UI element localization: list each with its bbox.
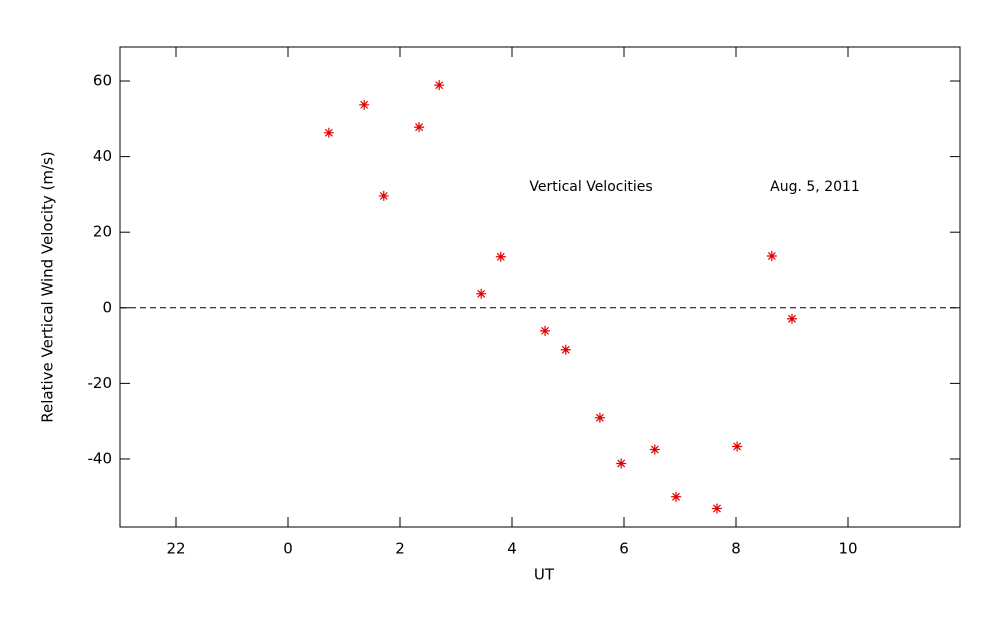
x-tick-label: 10	[838, 540, 857, 558]
y-tick-label: -20	[88, 374, 113, 392]
point	[649, 444, 660, 455]
point	[594, 412, 605, 423]
point	[414, 122, 425, 133]
point	[495, 251, 506, 262]
x-tick-label: 2	[395, 540, 405, 558]
point	[434, 80, 445, 91]
x-tick-label: 8	[731, 540, 741, 558]
point	[323, 127, 334, 138]
point	[732, 441, 743, 452]
y-tick-label: 40	[93, 147, 112, 165]
x-tick-label: 22	[166, 540, 185, 558]
point	[787, 313, 797, 324]
point	[616, 458, 627, 469]
x-tick-label: 6	[619, 540, 629, 558]
y-tick-label: 0	[102, 298, 112, 316]
y-tick-label: -40	[88, 449, 113, 467]
x-axis-label: UT	[534, 566, 555, 584]
y-tick-label: 20	[93, 223, 112, 241]
annotation: Aug. 5, 2011	[770, 179, 860, 195]
y-axis-label: Relative Vertical Wind Velocity (m/s)	[39, 151, 57, 422]
point	[671, 491, 682, 502]
point	[560, 344, 571, 355]
x-tick-label: 4	[507, 540, 517, 558]
point	[766, 251, 777, 262]
x-tick-label: 0	[283, 540, 293, 558]
point	[711, 503, 722, 514]
y-tick-label: 60	[93, 72, 112, 90]
point	[476, 288, 487, 299]
point	[378, 190, 389, 201]
annotation: Vertical Velocities	[529, 179, 652, 195]
plot-frame	[119, 46, 961, 528]
point	[359, 99, 370, 110]
point	[540, 325, 551, 336]
